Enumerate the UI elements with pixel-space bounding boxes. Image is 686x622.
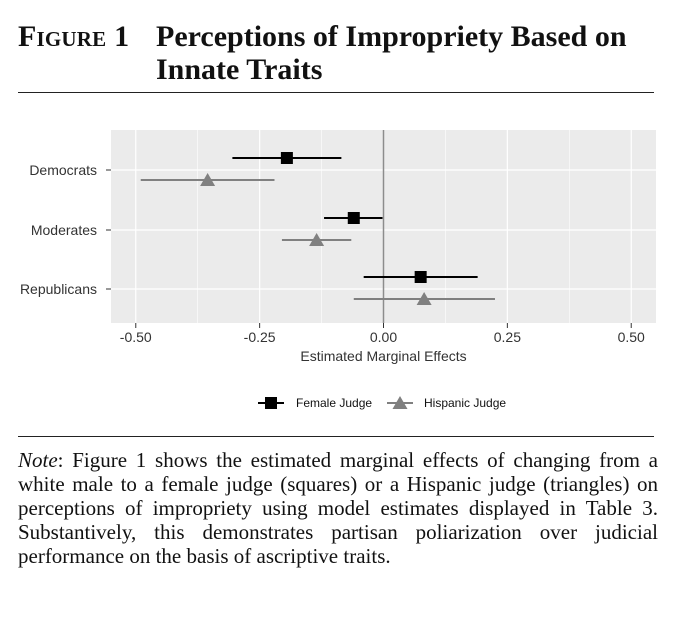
point-triangle — [416, 292, 432, 305]
legend-square-icon — [265, 397, 277, 409]
x-axis-title: Estimated Marginal Effects — [300, 348, 466, 364]
note-lead: Note — [18, 448, 58, 472]
y-tick-label: Democrats — [29, 162, 97, 178]
x-tick-label: 0.50 — [618, 329, 645, 345]
note-text: : Figure 1 shows the estimated marginal … — [18, 448, 658, 568]
legend-label: Hispanic Judge — [424, 396, 506, 410]
bottom-rule — [18, 436, 654, 437]
point-triangle — [200, 173, 216, 186]
x-tick-label: -0.50 — [120, 329, 152, 345]
figure-title: Perceptions of Impropriety Based on Inna… — [156, 20, 627, 86]
x-tick-label: 0.25 — [494, 329, 521, 345]
top-rule — [18, 92, 654, 93]
y-tick-label: Republicans — [20, 281, 97, 297]
legend-label: Female Judge — [296, 396, 372, 410]
point-triangle — [309, 233, 325, 246]
figure-label: Figure 1 — [18, 20, 130, 53]
legend-triangle-icon — [392, 396, 408, 409]
figure-note: Note: Figure 1 shows the estimated margi… — [18, 448, 658, 568]
point-square — [414, 271, 427, 283]
y-tick-label: Moderates — [31, 222, 97, 238]
x-tick-label: 0.00 — [370, 329, 397, 345]
point-square — [280, 152, 293, 164]
point-square — [347, 212, 360, 224]
x-tick-label: -0.25 — [244, 329, 276, 345]
coefficient-plot: Democrats Moderates Republicans -0.50 -0.25 0… — [20, 130, 656, 410]
